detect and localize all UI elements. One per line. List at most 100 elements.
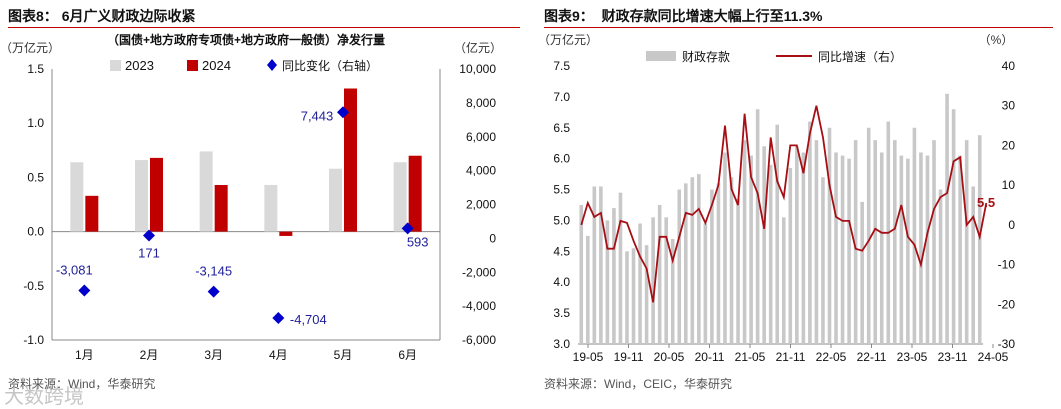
left-y-tick-label: 0.5 <box>27 170 44 184</box>
left-y-tick-label: 6.5 <box>553 121 570 135</box>
deposit-bar <box>899 155 904 344</box>
yoy-change-label: -3,081 <box>56 263 93 278</box>
right-y-tick-label: 0 <box>489 231 496 245</box>
deposit-bar <box>860 201 864 344</box>
right-figure-panel: 图表9： 财政存款同比增速大幅上行至11.3% （万亿元） （%） 7.5 7.0 6.… <box>536 0 1061 408</box>
deposit-bar <box>945 93 949 344</box>
left-y-tick-label: 5.0 <box>553 213 570 227</box>
right-y-tick-label: -4,000 <box>462 299 496 313</box>
deposit-bar <box>925 155 930 344</box>
deposit-bar <box>651 217 655 344</box>
deposit-bar <box>866 127 871 345</box>
deposit-bar <box>964 140 969 344</box>
deposit-bar <box>579 205 584 344</box>
deposit-bar <box>618 192 623 344</box>
bar-2023 <box>393 162 407 232</box>
left-y-tick-label: -0.5 <box>23 279 44 293</box>
x-tick-label: 21-05 <box>735 350 766 364</box>
deposit-bar <box>795 146 799 344</box>
bar-2023 <box>329 168 342 232</box>
deposit-bar <box>938 189 943 344</box>
deposit-bar <box>755 109 760 344</box>
x-tick-label: 2月 <box>140 348 159 362</box>
x-tick-label: 4月 <box>269 348 288 362</box>
left-axis-unit: （万亿元） <box>538 32 598 47</box>
bar-2024 <box>408 155 422 232</box>
legend-swatch-yoy <box>267 59 277 71</box>
right-y-tick-label: 4,000 <box>466 164 496 178</box>
deposit-bar <box>932 140 936 344</box>
right-axis-unit: （亿元） <box>454 40 502 55</box>
bar-2023 <box>70 162 84 232</box>
x-tick-label: 19-11 <box>614 350 644 364</box>
deposit-bar <box>749 155 753 344</box>
right-y-tick-label: 30 <box>1002 99 1016 113</box>
right-y-tick-label: 2,000 <box>466 198 496 212</box>
x-tick-label: 3月 <box>204 348 223 362</box>
bar-2023 <box>264 184 278 232</box>
deposit-bar <box>879 152 884 344</box>
deposit-bar <box>638 223 642 344</box>
left-source: 资料来源：Wind，华泰研究 <box>8 377 156 391</box>
deposit-bar <box>703 223 708 344</box>
deposit-bar <box>742 140 747 344</box>
yoy-growth-line <box>580 105 988 303</box>
right-y-tick-label: 10 <box>1002 178 1016 192</box>
watermark-logo: 大数跨境 <box>4 386 84 408</box>
legend-swatch-2024 <box>187 60 198 71</box>
deposit-bar <box>736 198 740 344</box>
legend-label-2024: 2024 <box>202 58 231 73</box>
yoy-change-point <box>143 229 155 242</box>
left-y-tick-label: 1.0 <box>27 116 44 130</box>
yoy-change-point <box>272 312 285 325</box>
deposit-bar <box>599 186 603 344</box>
legend-label-yoy: 同比增速（右） <box>818 49 902 64</box>
right-y-tick-label: 0 <box>1008 218 1015 232</box>
deposit-bar <box>971 186 975 344</box>
x-tick-label: 1月 <box>75 348 94 362</box>
deposit-bar <box>781 217 786 344</box>
bar-2023 <box>199 151 213 232</box>
deposit-bar <box>697 174 701 344</box>
deposit-bar <box>873 140 878 344</box>
left-y-tick-label: 6.0 <box>553 152 570 166</box>
left-y-tick-label: 7.0 <box>553 90 570 104</box>
deposit-bar <box>664 217 668 344</box>
deposit-bar <box>716 183 721 344</box>
right-y-tick-label: 40 <box>1002 59 1016 73</box>
legend-label-deposit: 财政存款 <box>682 50 730 64</box>
deposit-bar <box>670 238 675 344</box>
deposit-bar <box>586 235 590 344</box>
right-y-tick-label: -30 <box>998 337 1016 351</box>
deposit-bar <box>631 248 636 344</box>
deposit-bar <box>729 177 734 344</box>
yoy-change-label: -4,704 <box>290 312 327 327</box>
right-figure-label: 图表9： <box>544 8 594 24</box>
yoy-change-label: -3,145 <box>195 264 232 279</box>
deposit-bar <box>893 140 897 344</box>
right-y-tick-label: 8,000 <box>466 96 496 110</box>
right-y-tick-label: -20 <box>998 297 1016 311</box>
legend-label-2023: 2023 <box>125 58 154 73</box>
x-tick-label: 24-05 <box>978 350 1009 364</box>
deposit-bar <box>723 152 727 344</box>
bar-2024 <box>214 184 228 232</box>
deposit-bar <box>919 152 923 344</box>
yoy-change-label: 7,443 <box>301 108 334 123</box>
deposit-bar <box>840 155 845 344</box>
deposit-bar <box>912 127 917 345</box>
left-title-rule <box>8 27 520 28</box>
left-y-tick-label: 4.5 <box>553 244 570 258</box>
deposit-bar <box>788 167 793 344</box>
left-axis-unit: （万亿元） <box>0 40 60 55</box>
x-tick-label: 21-11 <box>776 350 806 364</box>
x-tick-label: 22-11 <box>857 350 887 364</box>
end-value-label: 5.5 <box>977 195 995 210</box>
left-y-tick-label: 3.0 <box>553 337 570 351</box>
x-tick-label: 6月 <box>398 348 417 362</box>
deposit-bar <box>605 220 610 344</box>
right-y-tick-label: -2,000 <box>462 265 496 279</box>
yoy-change-point <box>207 285 220 298</box>
deposit-bar <box>821 177 825 344</box>
yoy-change-point <box>78 284 91 297</box>
